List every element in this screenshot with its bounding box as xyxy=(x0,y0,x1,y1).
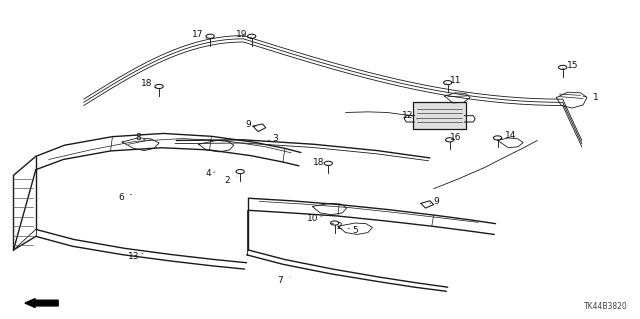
Text: 18: 18 xyxy=(141,79,156,88)
Text: 14: 14 xyxy=(500,131,516,140)
Text: 1: 1 xyxy=(583,93,599,102)
Text: 6: 6 xyxy=(118,193,132,202)
Text: 10: 10 xyxy=(307,214,322,223)
Text: 2: 2 xyxy=(332,222,342,231)
Text: 7: 7 xyxy=(278,276,290,285)
Text: 4: 4 xyxy=(205,169,215,178)
Text: 3: 3 xyxy=(268,134,278,143)
Text: 17: 17 xyxy=(191,31,207,40)
Text: 5: 5 xyxy=(348,226,358,234)
Text: FR.: FR. xyxy=(29,290,49,300)
Text: 19: 19 xyxy=(236,31,252,40)
Text: 18: 18 xyxy=(313,158,328,167)
Text: TK44B3820: TK44B3820 xyxy=(584,302,628,311)
Text: 8: 8 xyxy=(135,133,145,142)
Text: 16: 16 xyxy=(447,133,461,142)
Text: 15: 15 xyxy=(563,61,578,70)
Text: 13: 13 xyxy=(128,252,143,261)
FancyArrow shape xyxy=(25,299,58,308)
FancyBboxPatch shape xyxy=(413,102,467,129)
Text: 2: 2 xyxy=(225,176,237,185)
Text: 9: 9 xyxy=(246,120,255,129)
Text: 9: 9 xyxy=(430,197,439,206)
Text: 11: 11 xyxy=(447,76,461,85)
Text: 12: 12 xyxy=(403,111,418,120)
